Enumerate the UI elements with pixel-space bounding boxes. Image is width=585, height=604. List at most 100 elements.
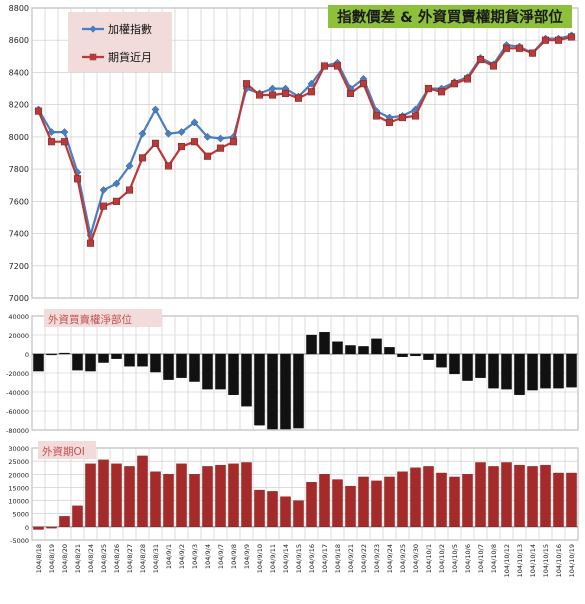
net-bar (436, 353, 447, 368)
futures-point (125, 186, 134, 194)
oi-bar (215, 464, 226, 528)
oi-bar (241, 462, 252, 528)
futures-point (242, 80, 251, 88)
x-tick-label: 104/8/27 (126, 544, 134, 573)
index-point (177, 128, 186, 137)
chart-title-group: 指數價差 & 外資買賣權期貨淨部位 (328, 5, 572, 28)
legend-futures-marker (89, 53, 97, 61)
futures-point (281, 89, 290, 97)
oi-bar (514, 464, 525, 528)
oi-bar (189, 474, 200, 528)
x-tick-label: 104/10/1 (425, 544, 433, 573)
futures-point (73, 175, 82, 183)
x-tick-label: 104/10/6 (464, 544, 472, 573)
net-bar (176, 353, 187, 378)
net-y-tick-label: 0 (25, 351, 29, 359)
futures-point (112, 197, 121, 205)
oi-bar (46, 526, 57, 529)
futures-point (502, 44, 511, 52)
futures-point (99, 202, 108, 210)
price-panel: 7000 7200 7400 7600 7800 8000 8200 8400 8600 8800… (9, 4, 579, 303)
x-tick-label: 104/9/21 (347, 544, 355, 573)
oi-bar (306, 482, 317, 528)
oi-bar (124, 466, 135, 528)
oi-bar (33, 526, 44, 530)
net-bar (566, 353, 577, 388)
net-bar (319, 331, 330, 355)
oi-bar (267, 491, 278, 528)
oi-y-tick-label: 5000 (12, 511, 29, 519)
oi-bar (254, 489, 265, 528)
oi-bar (358, 476, 369, 528)
index-point (307, 79, 316, 88)
futures-point (320, 62, 329, 70)
futures-point (60, 138, 69, 146)
price-y-tick-label: 7600 (9, 197, 29, 206)
legend-index-label: 加權指數 (108, 22, 152, 36)
x-tick-label: 104/9/9 (243, 544, 251, 569)
index-point (112, 179, 121, 188)
futures-point (164, 162, 173, 170)
futures-point (333, 62, 342, 70)
futures-point (554, 36, 563, 44)
oi-y-tick-label: 25000 (8, 458, 29, 466)
x-tick-label: 104/9/14 (282, 544, 290, 573)
x-tick-label: 104/9/1 (165, 544, 173, 569)
oi-bar (176, 463, 187, 528)
x-tick-label: 104/9/24 (386, 544, 394, 573)
oi-bar (566, 472, 577, 528)
price-y-tick-label: 8000 (9, 133, 29, 142)
oi-title-background (38, 441, 96, 459)
futures-point (437, 88, 446, 96)
index-point (151, 105, 160, 114)
oi-bar (293, 500, 304, 528)
futures-point (528, 49, 537, 57)
net-bar (111, 353, 122, 359)
x-tick-label: 104/10/19 (568, 544, 576, 577)
net-position-panel: -80000 -60000 -40000 -20000 0 20000 40000 外資買賣權… (6, 309, 579, 435)
futures-point (151, 139, 160, 147)
oi-bar (527, 466, 538, 528)
net-bar (267, 353, 278, 430)
oi-y-tick-label: 20000 (8, 471, 29, 479)
net-bar (410, 353, 421, 357)
net-y-tick-label: -40000 (6, 389, 29, 397)
futures-point (567, 33, 576, 41)
x-tick-label: 104/9/16 (308, 544, 316, 573)
net-bar (332, 341, 343, 355)
net-bar (189, 353, 200, 382)
oi-bar (553, 472, 564, 528)
futures-point (541, 36, 550, 44)
x-tick-label: 104/8/26 (113, 544, 121, 573)
futures-point (515, 44, 524, 52)
oi-bar (319, 474, 330, 528)
futures-point (476, 56, 485, 64)
x-tick-label: 104/10/13 (516, 544, 524, 577)
futures-point (47, 138, 56, 146)
price-y-tick-label: 8400 (9, 68, 29, 77)
net-bar (462, 353, 473, 381)
net-bar (488, 353, 499, 389)
net-title: 外資買賣權淨部位 (48, 313, 132, 326)
index-point (203, 132, 212, 141)
oi-bar (332, 479, 343, 528)
net-bar (371, 338, 382, 355)
index-point (47, 128, 56, 137)
chart-title-background (328, 5, 572, 28)
futures-point (489, 62, 498, 70)
legend-index-marker (89, 25, 97, 33)
x-tick-label: 104/9/22 (360, 544, 368, 573)
futures-point (424, 85, 433, 93)
index-point (138, 129, 147, 138)
oi-bar (397, 471, 408, 528)
x-tick-label: 104/9/18 (334, 544, 342, 573)
net-bar (46, 353, 57, 356)
net-bar (475, 353, 486, 378)
x-tick-label: 104/10/7 (477, 544, 485, 573)
net-bar (124, 353, 135, 367)
net-y-tick-label: -60000 (6, 408, 29, 416)
index-point (190, 118, 199, 127)
oi-y-tick-label: 15000 (8, 484, 29, 492)
